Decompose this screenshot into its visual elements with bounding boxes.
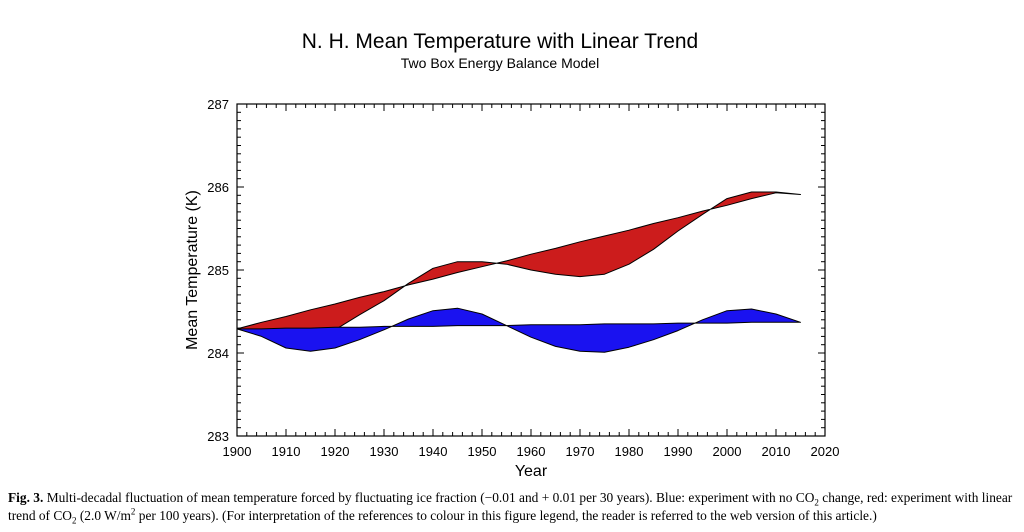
temperature-chart: N. H. Mean Temperature with Linear Trend…	[184, 30, 840, 480]
axis-ticks	[236, 103, 826, 437]
x-tick-label: 1990	[664, 444, 693, 459]
y-tick-label: 287	[207, 97, 229, 112]
x-tick-label: 1940	[419, 444, 448, 459]
x-tick-labels: 1900 1910 1920 1930 1940 1950 1960 1970 1980 1990…	[223, 444, 840, 459]
y-tick-label: 283	[207, 429, 229, 444]
x-tick-label: 1970	[566, 444, 595, 459]
x-tick-label: 1910	[272, 444, 301, 459]
x-tick-label: 1950	[468, 444, 497, 459]
x-tick-label: 1930	[370, 444, 399, 459]
chart-subtitle: Two Box Energy Balance Model	[401, 55, 599, 71]
x-tick-label: 2020	[811, 444, 840, 459]
series-1-fill	[236, 191, 801, 341]
x-tick-label: 2010	[762, 444, 791, 459]
x-tick-label: 1920	[321, 444, 350, 459]
y-axis-label: Mean Temperature (K)	[184, 190, 201, 350]
caption-text-4: per 100 years). (For interpretation of t…	[135, 508, 877, 523]
caption-superscript: 2	[130, 506, 136, 517]
y-tick-label: 285	[207, 263, 229, 278]
series-fills	[236, 191, 801, 353]
chart-title: N. H. Mean Temperature with Linear Trend	[302, 30, 698, 53]
figure-caption: Fig. 3. Multi-decadal fluctuation of mea…	[8, 489, 1018, 525]
x-tick-label: 1960	[517, 444, 546, 459]
caption-fig-number: Fig. 3.	[8, 490, 44, 505]
x-tick-label: 2000	[713, 444, 742, 459]
caption-text-2: change, red: experiment with linear tren…	[8, 490, 1013, 523]
caption-subscript-1: 2	[814, 497, 819, 508]
series-2-fill	[236, 307, 801, 353]
caption-text-1: Multi-decadal fluctuation of mean temper…	[46, 490, 815, 505]
caption-text-3: (2.0 W/m	[76, 508, 131, 523]
x-axis-label: Year	[515, 463, 548, 480]
y-tick-label: 284	[207, 346, 229, 361]
x-tick-label: 1900	[223, 444, 252, 459]
x-tick-label: 1980	[615, 444, 644, 459]
y-tick-labels: 283 284 285 286 287	[207, 97, 229, 444]
caption-subscript-2: 2	[71, 515, 77, 526]
y-tick-label: 286	[207, 180, 229, 195]
